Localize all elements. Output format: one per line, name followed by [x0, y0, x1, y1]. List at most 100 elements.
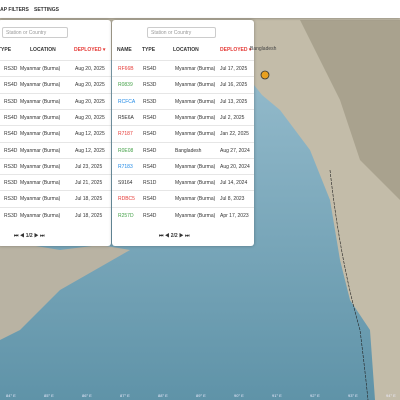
search-placeholder: Station or Country: [151, 30, 192, 36]
cell: Aug 20, 2025: [75, 98, 105, 105]
row-divider: [0, 190, 111, 192]
axis-label: 88° E: [158, 393, 168, 398]
station-name[interactable]: R0E08: [118, 147, 134, 154]
column-header[interactable]: DEPLOYED ▾: [74, 47, 106, 53]
station-name[interactable]: RDBC5: [118, 196, 135, 203]
row-divider: [112, 206, 254, 208]
stations-panel: Station or Country NAME TYPE LOCATION DEPLOY…: [112, 20, 254, 246]
station-name[interactable]: R7183: [118, 163, 133, 170]
cell: Myanmar (Burma): [175, 114, 216, 121]
station-name[interactable]: R7187: [118, 131, 133, 138]
stations-panel: Station or Country TYPE LOCATION DEPLOYED ▾…: [0, 20, 111, 246]
pagination[interactable]: ⏮ ◀ 1/2 ▶ ⏭: [14, 233, 45, 239]
cell: Myanmar (Burma): [175, 66, 216, 72]
row-divider: [112, 141, 254, 143]
row-divider: [0, 92, 111, 94]
station-name[interactable]: R257D: [118, 212, 134, 219]
row-divider: [112, 190, 254, 192]
nav-item[interactable]: MAP FILTERS: [0, 7, 29, 13]
station-name[interactable]: RCFCA: [118, 98, 136, 105]
column-header[interactable]: DEPLOYED ▾: [220, 47, 252, 53]
cell: Myanmar (Burma): [175, 82, 216, 89]
cell: RS4D: [4, 82, 18, 89]
cell: Myanmar (Burma): [175, 163, 216, 170]
cell: Jul 18, 2025: [75, 196, 103, 203]
column-header: TYPE: [142, 47, 156, 53]
axis-label: 85° E: [44, 393, 54, 398]
cell: RS3D: [4, 212, 18, 219]
axis-label: 93° E: [348, 393, 358, 398]
axis-label: 87° E: [120, 393, 130, 398]
station-name[interactable]: RF66B: [118, 66, 134, 72]
cell: Myanmar (Burma): [20, 98, 61, 105]
cell: Jul 18, 2025: [75, 212, 103, 219]
row-divider: [112, 76, 254, 78]
row-divider: [112, 157, 254, 159]
cell: Jul 2, 2025: [220, 114, 245, 121]
cell: Jul 21, 2025: [75, 180, 103, 187]
cell: Aug 20, 2024: [220, 163, 250, 170]
pagination[interactable]: ⏮ ◀ 2/2 ▶ ⏭: [159, 233, 190, 239]
cell: RS4D: [143, 66, 157, 72]
cell: RS3D: [4, 98, 18, 105]
cell: RS4D: [4, 131, 18, 138]
row-divider: [0, 125, 111, 127]
page-number: 2/2: [170, 233, 178, 239]
row-divider: [0, 60, 111, 61]
cell: Myanmar (Burma): [175, 180, 216, 187]
axis-label: 94° E: [386, 393, 396, 398]
cell: RS3D: [4, 66, 18, 72]
cell: Myanmar (Burma): [20, 163, 61, 170]
row-divider: [0, 206, 111, 208]
cell: Jul 13, 2025: [220, 98, 248, 105]
row-divider: [0, 174, 111, 176]
row-divider: [112, 92, 254, 94]
column-header: LOCATION: [173, 47, 199, 53]
cell: Aug 20, 2025: [75, 66, 105, 72]
cell: RS4D: [143, 196, 157, 203]
cell: RS1D: [143, 180, 157, 187]
cell: Aug 12, 2025: [75, 131, 105, 138]
cell: Jul 23, 2025: [75, 163, 103, 170]
station-name[interactable]: R5E6A: [118, 114, 134, 121]
cell: RS4D: [143, 131, 157, 138]
cell: Jul 14, 2024: [220, 180, 248, 187]
cell: Myanmar (Burma): [20, 131, 61, 138]
row-divider: [0, 76, 111, 78]
row-divider: [0, 141, 111, 143]
column-header: LOCATION: [30, 47, 56, 53]
cell: RS4D: [4, 147, 18, 154]
axis-label: 86° E: [82, 393, 92, 398]
cell: Myanmar (Burma): [175, 98, 216, 105]
search-box[interactable]: [2, 27, 68, 38]
station-name[interactable]: S9164: [118, 180, 133, 187]
search-box[interactable]: [147, 27, 216, 38]
axis-label: 92° E: [310, 393, 320, 398]
column-header: NAME: [117, 47, 132, 53]
axis-label: 90° E: [234, 393, 244, 398]
axis-label: 84° E: [6, 393, 16, 398]
cell: Myanmar (Burma): [20, 212, 61, 219]
row-divider: [112, 108, 254, 110]
cell: RS3D: [4, 163, 18, 170]
column-header: TYPE: [0, 47, 12, 53]
cell: Jul 16, 2025: [220, 82, 248, 89]
station-name[interactable]: R0839: [118, 82, 133, 89]
row-divider: [0, 108, 111, 110]
cell: Myanmar (Burma): [20, 82, 61, 89]
cell: Myanmar (Burma): [20, 180, 61, 187]
cell: Myanmar (Burma): [175, 196, 216, 203]
cell: RS3D: [143, 82, 157, 89]
row-divider: [112, 174, 254, 176]
row-divider: [0, 157, 111, 159]
cell: RS4D: [143, 212, 157, 219]
cell: RS4D: [143, 163, 157, 170]
nav-item[interactable]: SETTINGS: [34, 7, 60, 13]
cell: RS4D: [143, 114, 157, 121]
cell: RS4D: [143, 147, 157, 154]
cell: Jan 22, 2025: [220, 131, 249, 138]
row-divider: [112, 60, 254, 61]
page-number: 1/2: [25, 233, 33, 239]
axis-label: 91° E: [272, 393, 282, 398]
